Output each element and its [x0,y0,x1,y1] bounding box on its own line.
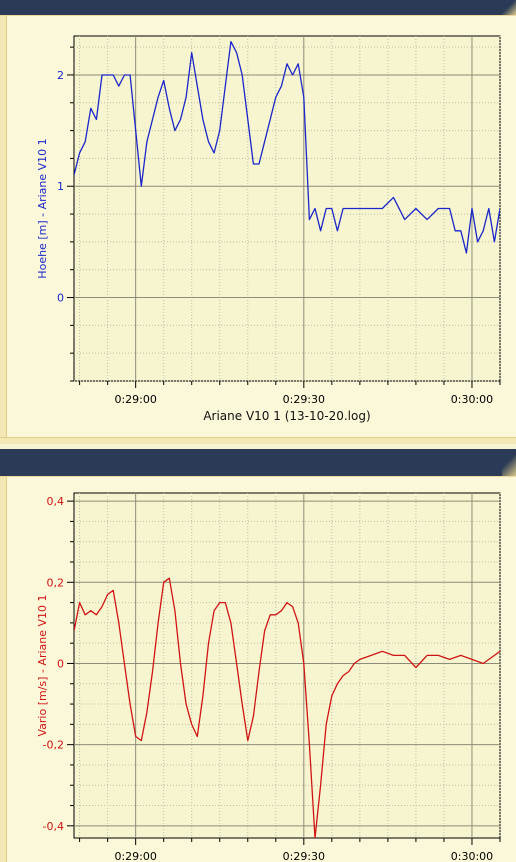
y-tick-label: 2 [57,69,64,82]
x-tick-label: 0:29:00 [114,850,156,862]
y-tick-label: -0,2 [43,739,64,752]
hoehe-chart: 0 1 2 0:29:00 0:29:30 0:30:00 Hoehe [m] - Aria… [36,35,501,423]
panel-left-edge [0,477,7,862]
y-tick-label: 0 [57,292,64,305]
x-tick-label: 0:30:00 [451,850,493,862]
panel-left-edge [0,16,7,444]
titlebar-corner-bottom [502,449,516,476]
panel-bottom-edge [0,437,516,444]
y-tick-label: 1 [57,180,64,193]
x-tick-label: 0:29:30 [283,850,325,862]
hoehe-chart-panel: 0 1 2 0:29:00 0:29:30 0:30:00 Hoehe [m] - Aria… [0,15,516,444]
y-axis-label: Hoehe [m] - Ariane V10 1 [36,138,49,278]
x-tick-label: 0:30:00 [451,393,493,406]
y-axis-label: Vario [m/s] - Ariane V10 1 [36,594,49,736]
grid [74,36,501,382]
plot-area [73,492,501,839]
x-tick-label: 0:29:30 [283,393,325,406]
window-titlebar-top[interactable] [0,0,516,15]
titlebar-corner-top [502,0,516,15]
vario-chart-panel: -0,4 -0,2 0 0,2 0,4 0:29:00 0:29:30 0:30:00 Vari… [0,476,516,862]
y-tick-label: 0 [57,657,64,670]
y-tick-label: -0,4 [43,820,64,833]
series-line [74,577,500,838]
x-axis-label: Ariane V10 1 (13-10-20.log) [203,409,370,423]
series-line [74,40,500,254]
y-tick-label: 0,4 [47,495,65,508]
y-tick-label: 0,2 [47,576,65,589]
x-tick-label: 0:29:00 [114,393,156,406]
window-titlebar-bottom[interactable] [0,449,516,476]
vario-chart: -0,4 -0,2 0 0,2 0,4 0:29:00 0:29:30 0:30:00 Vari… [36,492,501,862]
plot-area [73,35,501,382]
